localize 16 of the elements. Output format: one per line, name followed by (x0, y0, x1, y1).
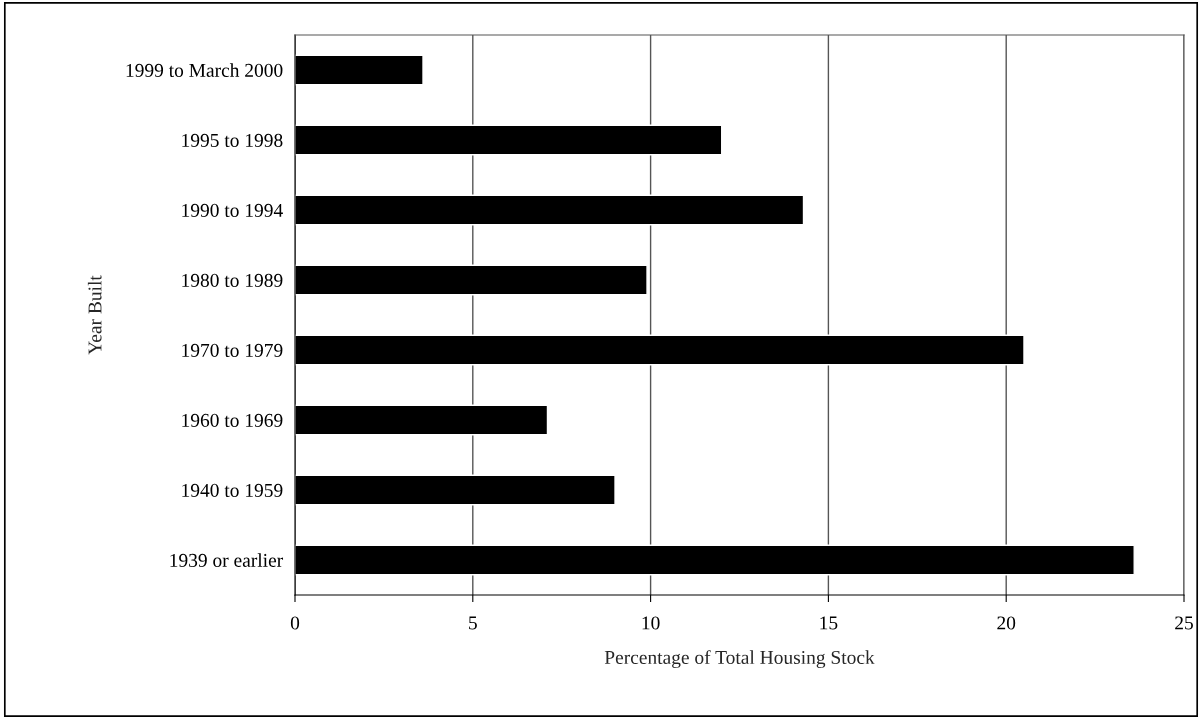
y-tick-label: 1999 to March 2000 (126, 63, 283, 77)
x-axis-title: Percentage of Total Housing Stock (604, 650, 875, 669)
y-tick-label: 1940 to 1959 (182, 483, 283, 497)
y-tick-label: 1995 to 1998 (182, 133, 283, 147)
y-axis-title: Year Built (87, 275, 102, 355)
x-tick-label: 5 (469, 616, 477, 630)
y-tick-label: 1990 to 1994 (182, 203, 283, 217)
x-tick-label: 10 (642, 616, 660, 630)
x-tick-label: 20 (997, 616, 1016, 630)
x-tick-label: 25 (1175, 616, 1193, 630)
x-tick-label: 15 (820, 616, 838, 630)
y-tick-label: 1939 or earlier (170, 553, 284, 567)
x-tick-label: 0 (290, 616, 300, 630)
y-tick-label: 1980 to 1989 (182, 273, 283, 287)
y-tick-label: 1970 to 1979 (182, 343, 283, 357)
y-tick-label: 1960 to 1969 (182, 413, 283, 427)
